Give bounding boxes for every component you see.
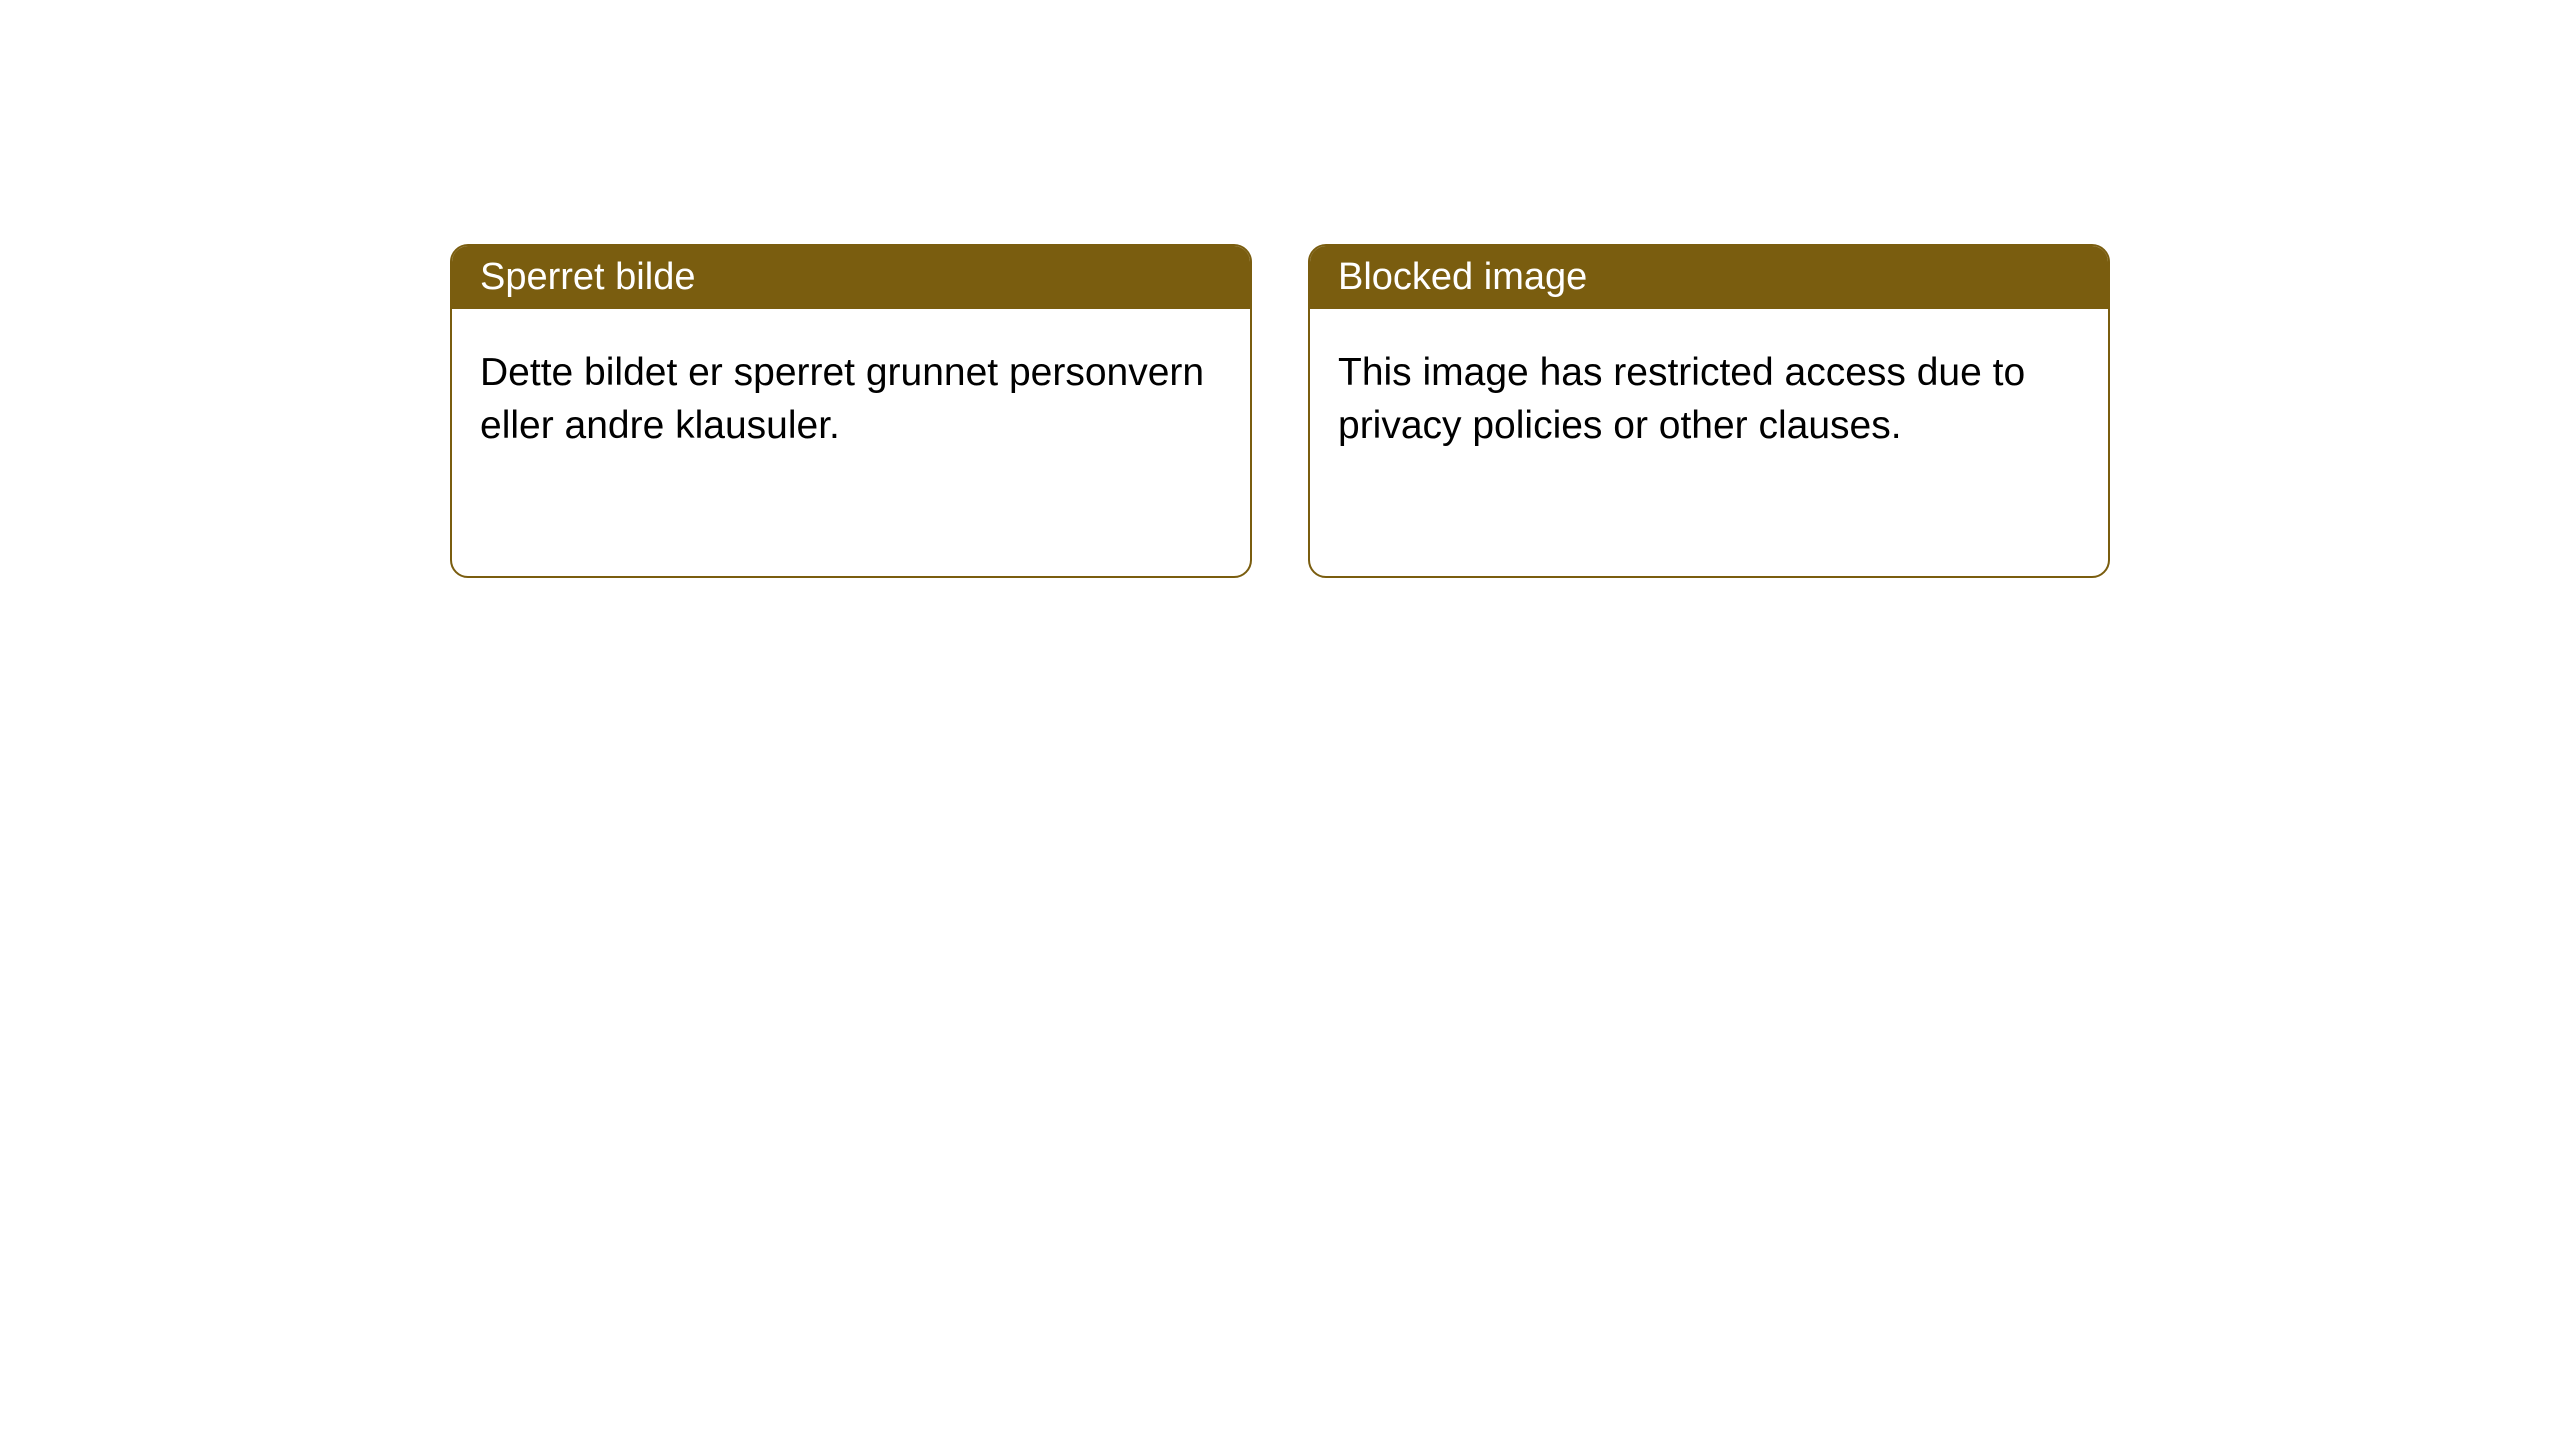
notice-container: Sperret bilde Dette bildet er sperret gr…: [0, 0, 2560, 578]
notice-title: Blocked image: [1310, 246, 2108, 309]
notice-card-english: Blocked image This image has restricted …: [1308, 244, 2110, 578]
notice-card-norwegian: Sperret bilde Dette bildet er sperret gr…: [450, 244, 1252, 578]
notice-message: This image has restricted access due to …: [1310, 309, 2108, 490]
notice-message: Dette bildet er sperret grunnet personve…: [452, 309, 1250, 490]
notice-title: Sperret bilde: [452, 246, 1250, 309]
